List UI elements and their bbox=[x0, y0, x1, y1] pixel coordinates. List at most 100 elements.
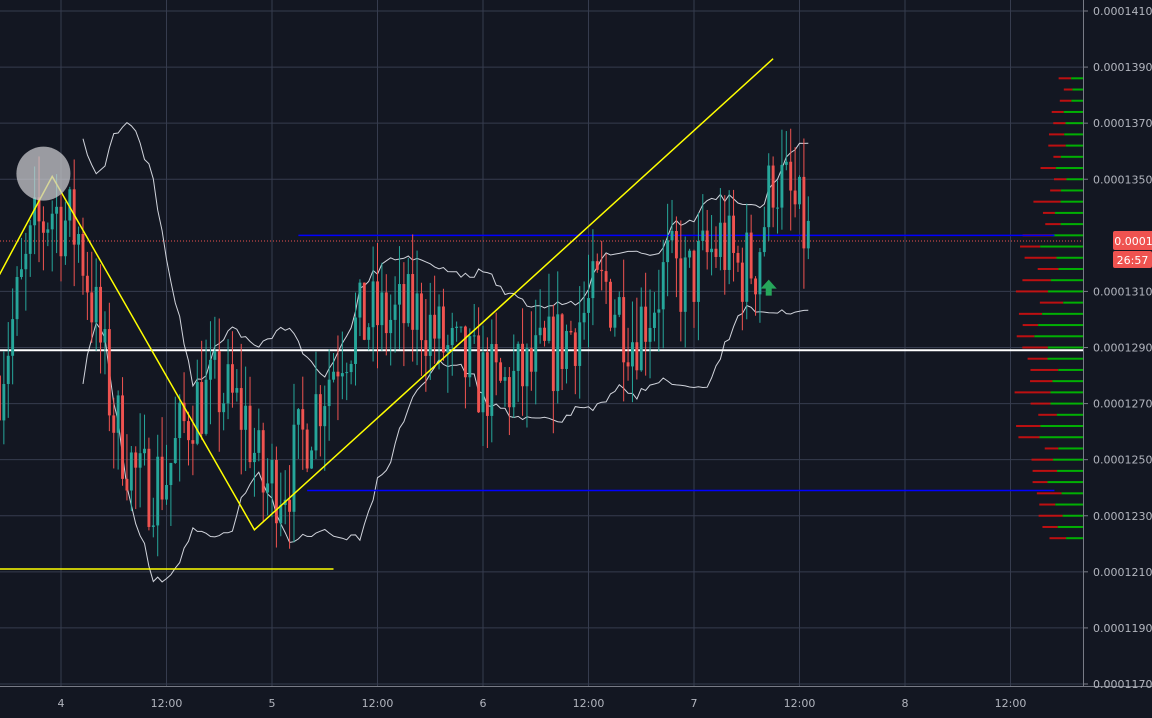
candle-body bbox=[354, 317, 357, 364]
profile-bar-sell bbox=[1022, 279, 1051, 282]
time-tick-label: 12:00 bbox=[784, 697, 816, 710]
candle-body bbox=[789, 161, 793, 191]
candle-body bbox=[674, 230, 678, 259]
price-tick-label: 0.0001270 bbox=[1093, 398, 1152, 411]
profile-bar-sell bbox=[1048, 144, 1066, 147]
candle-body bbox=[296, 409, 300, 425]
profile-bar-buy bbox=[1060, 189, 1083, 192]
time-tick-label: 5 bbox=[269, 697, 276, 710]
profile-bar-sell bbox=[1053, 178, 1067, 181]
candle-body bbox=[116, 395, 120, 433]
candle-body bbox=[609, 281, 612, 328]
candle-body bbox=[24, 253, 28, 270]
candle-body bbox=[28, 225, 32, 254]
candle-body bbox=[402, 284, 406, 324]
price-tick-label: 0.0001310 bbox=[1093, 285, 1152, 298]
candle-body bbox=[274, 459, 278, 524]
profile-bar-buy bbox=[1071, 77, 1083, 80]
candle-body bbox=[209, 359, 212, 380]
profile-bar-buy bbox=[1071, 99, 1083, 102]
candle-body bbox=[134, 452, 138, 468]
profile-bar-sell bbox=[1053, 155, 1061, 158]
candle-body bbox=[657, 309, 661, 313]
profile-bar-buy bbox=[1052, 234, 1083, 237]
candle-body bbox=[679, 258, 683, 312]
profile-bar-sell bbox=[1022, 324, 1039, 327]
candle-body bbox=[230, 364, 234, 393]
candle-body bbox=[107, 329, 111, 416]
profile-bar-sell bbox=[1036, 492, 1062, 495]
candle-body bbox=[771, 165, 775, 208]
profile-bar-sell bbox=[1015, 290, 1048, 293]
candle-body bbox=[358, 282, 362, 318]
candle-body bbox=[393, 304, 397, 320]
profile-bar-buy bbox=[1048, 290, 1083, 293]
candle-body bbox=[481, 352, 485, 413]
price-tick-label: 0.0001230 bbox=[1093, 510, 1152, 523]
price-tick-label: 0.0001190 bbox=[1093, 622, 1152, 635]
profile-bar-sell bbox=[1030, 368, 1059, 371]
candle-body bbox=[683, 257, 687, 312]
candle-body bbox=[573, 332, 577, 366]
profile-bar-sell bbox=[1048, 133, 1065, 136]
candle-body bbox=[169, 462, 173, 485]
candle-body bbox=[499, 362, 503, 381]
candle-body bbox=[266, 483, 270, 493]
price-tick-label: 0.0001210 bbox=[1093, 566, 1152, 579]
candle-body bbox=[301, 409, 305, 430]
profile-bar-buy bbox=[1058, 447, 1083, 450]
profile-bar-buy bbox=[1042, 312, 1083, 315]
profile-bar-buy bbox=[1055, 503, 1083, 506]
time-tick-label: 12:00 bbox=[362, 697, 394, 710]
candle-body bbox=[688, 250, 692, 258]
candle-body bbox=[565, 330, 568, 369]
candle-body bbox=[710, 248, 714, 253]
profile-bar-sell bbox=[1018, 436, 1040, 439]
candle-body bbox=[37, 197, 41, 222]
profile-bar-sell bbox=[1033, 200, 1061, 203]
candle-body bbox=[776, 207, 779, 209]
profile-bar-sell bbox=[1020, 245, 1041, 248]
candle-body bbox=[455, 326, 459, 328]
candle-body bbox=[617, 297, 621, 315]
profile-bar-buy bbox=[1057, 469, 1083, 472]
profile-bar-sell bbox=[1063, 88, 1073, 91]
candle-body bbox=[63, 220, 67, 257]
profile-bar-sell bbox=[1045, 223, 1061, 226]
candle-body bbox=[292, 424, 296, 512]
candle-body bbox=[270, 459, 274, 484]
candle-body bbox=[68, 189, 72, 221]
profile-bar-sell bbox=[1051, 110, 1064, 113]
candle-body bbox=[165, 484, 168, 500]
profile-bar-sell bbox=[1018, 312, 1043, 315]
candle-body bbox=[81, 234, 85, 276]
profile-bar-buy bbox=[1065, 144, 1083, 147]
candle-body bbox=[560, 314, 564, 369]
candle-body bbox=[718, 222, 722, 257]
candle-body bbox=[147, 448, 151, 527]
candle-body bbox=[19, 269, 23, 278]
candle-body bbox=[428, 314, 432, 356]
candle-body bbox=[420, 293, 423, 341]
candle-body bbox=[138, 453, 142, 468]
profile-bar-buy bbox=[1061, 492, 1083, 495]
candlesticks bbox=[0, 128, 810, 557]
candle-body bbox=[745, 232, 749, 302]
candle-body bbox=[239, 388, 243, 430]
candle-body bbox=[406, 274, 410, 324]
price-tick-label: 0.0001350 bbox=[1093, 173, 1152, 186]
time-tick-label: 12:00 bbox=[995, 697, 1027, 710]
candle-body bbox=[587, 298, 590, 313]
last-price-tag bbox=[1113, 230, 1152, 250]
profile-bar-buy bbox=[1060, 200, 1083, 203]
candle-body bbox=[235, 388, 239, 393]
candle-body bbox=[798, 176, 801, 205]
profile-bar-sell bbox=[1044, 447, 1059, 450]
time-tick-label: 7 bbox=[691, 697, 698, 710]
candle-body bbox=[441, 306, 445, 353]
profile-bar-buy bbox=[1047, 357, 1083, 360]
candle-body bbox=[314, 394, 318, 451]
candle-body bbox=[195, 382, 199, 444]
